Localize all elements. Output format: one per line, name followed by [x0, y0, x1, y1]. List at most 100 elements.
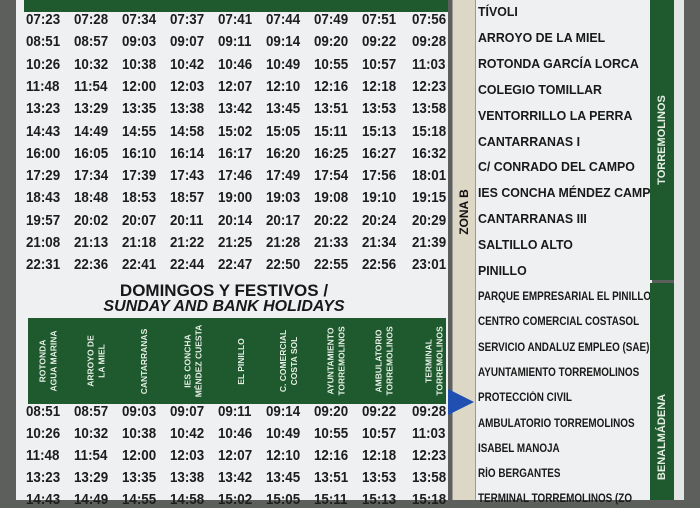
time-cell: 10:42 — [170, 426, 205, 442]
time-cell: 13:45 — [266, 101, 301, 118]
time-cell: 15:13 — [362, 123, 397, 140]
time-cell: 22:44 — [170, 257, 205, 274]
time-cell: 10:49 — [266, 426, 301, 442]
time-cell: 14:58 — [170, 123, 205, 140]
current-stop-marker-icon — [448, 389, 474, 415]
time-cell: 13:42 — [218, 470, 253, 486]
stop-name: COLEGIO TOMILLAR — [478, 81, 602, 97]
stop-name: VENTORRILLO LA PERRA — [478, 107, 633, 123]
time-cell: 13:42 — [218, 101, 253, 118]
time-cell: 20:14 — [218, 212, 253, 229]
time-cell: 13:35 — [122, 101, 157, 118]
stop-name: PARQUE EMPRESARIAL EL PINILLO — [478, 291, 652, 303]
stop-name: ARROYO DE LA MIEL — [478, 29, 606, 45]
time-cell: 16:14 — [170, 145, 205, 162]
time-cell: 12:18 — [362, 448, 397, 464]
time-cell: 12:03 — [170, 78, 205, 95]
sunday-header-row: ROTONDA AGUA MARINA ARROYO DE LA MIEL CANT… — [28, 318, 446, 404]
time-cell: 10:46 — [218, 426, 253, 442]
time-cell: 16:00 — [26, 145, 61, 162]
time-cell: 18:57 — [170, 190, 205, 207]
time-cell: 13:23 — [26, 470, 61, 486]
time-cell: 14:55 — [122, 123, 157, 140]
time-cell: 10:26 — [26, 426, 61, 442]
time-cell: 17:46 — [218, 168, 253, 185]
time-cell: 20:11 — [170, 212, 204, 229]
time-cell: 10:38 — [122, 426, 157, 442]
stop-name: AMBULATORIO TORREMOLINOS — [478, 417, 635, 430]
time-cell: 08:51 — [26, 404, 61, 420]
time-cell: 10:49 — [266, 56, 301, 73]
stop-list: TÍVOLI ARROYO DE LA MIEL ROTONDA GARCÍA LO… — [476, 0, 668, 505]
time-cell: 07:49 — [314, 12, 349, 28]
time-cell: 09:03 — [122, 404, 157, 420]
time-cell: 14:55 — [122, 492, 157, 508]
panel-edge — [674, 0, 684, 500]
time-cell: 07:28 — [74, 12, 109, 28]
time-cell: 10:57 — [362, 56, 397, 73]
time-cell: 21:08 — [26, 235, 61, 251]
time-cell: 16:10 — [122, 145, 157, 162]
municipality-bar-torremolinos: TORREMOLINOS — [650, 0, 674, 280]
time-cell: 15:18 — [412, 492, 447, 508]
stop-name: CANTARRANAS I — [478, 133, 581, 149]
time-cell: 11:03 — [412, 426, 446, 442]
time-cell: 18:01 — [412, 168, 447, 185]
time-cell: 15:13 — [362, 492, 397, 508]
time-cell: 15:05 — [266, 492, 301, 508]
stop-header: ROTONDA AGUA MARINA — [38, 330, 60, 392]
time-cell: 09:22 — [362, 404, 397, 420]
time-cell: 10:32 — [74, 56, 109, 73]
time-cell: 12:16 — [314, 78, 349, 95]
time-cell: 22:47 — [218, 257, 253, 274]
time-cell: 07:23 — [26, 12, 61, 28]
time-cell: 17:39 — [122, 168, 157, 185]
time-cell: 11:48 — [26, 448, 60, 464]
time-cell: 09:14 — [266, 34, 301, 51]
time-cell: 12:16 — [314, 448, 349, 464]
stop-name: ROTONDA GARCÍA LORCA — [478, 55, 639, 71]
zone-label: ZONA B — [456, 189, 471, 235]
time-cell: 11:54 — [74, 448, 108, 464]
time-cell: 19:57 — [26, 212, 61, 229]
time-cell: 21:28 — [266, 235, 301, 251]
time-cell: 13:51 — [314, 101, 349, 118]
time-cell: 15:02 — [218, 123, 253, 140]
time-cell: 12:23 — [412, 448, 447, 464]
time-cell: 13:29 — [74, 101, 109, 118]
time-cell: 19:08 — [314, 190, 349, 207]
stop-header: AYUNTAMIENTO TORREMOLINOS — [326, 326, 348, 396]
stop-header: CANTARRANAS — [139, 328, 150, 394]
time-cell: 13:45 — [266, 470, 301, 486]
time-cell: 10:38 — [122, 56, 157, 73]
time-cell: 21:25 — [218, 235, 253, 251]
time-cell: 20:07 — [122, 212, 157, 229]
time-cell: 17:43 — [170, 168, 205, 185]
time-cell: 18:43 — [26, 190, 61, 207]
stop-name: SERVICIO ANDALUZ EMPLEO (SAE) — [478, 341, 650, 354]
time-cell: 17:29 — [26, 168, 61, 185]
time-cell: 14:43 — [26, 492, 61, 508]
time-cell: 20:02 — [74, 212, 109, 229]
stop-header: C. COMERCIAL COSTA SOL — [278, 329, 299, 393]
time-cell: 15:05 — [266, 123, 301, 140]
time-cell: 12:07 — [218, 448, 253, 464]
time-cell: 10:42 — [170, 56, 205, 73]
time-cell: 09:28 — [412, 404, 447, 420]
time-cell: 20:22 — [314, 212, 349, 229]
time-cell: 17:49 — [266, 168, 301, 185]
time-cell: 07:34 — [122, 12, 157, 28]
time-cell: 11:48 — [26, 78, 60, 95]
time-cell: 10:57 — [362, 426, 397, 442]
time-cell: 18:53 — [122, 190, 157, 207]
time-cell: 20:17 — [266, 212, 301, 229]
stop-header: ARROYO DE LA MIEL — [86, 335, 108, 387]
time-cell: 15:11 — [314, 492, 348, 508]
stop-header: EL PINILLO — [235, 337, 246, 385]
time-cell: 19:15 — [412, 190, 447, 207]
time-cell: 22:50 — [266, 257, 301, 274]
time-cell: 08:57 — [74, 34, 109, 51]
stop-name: ISABEL MANOJA — [478, 442, 560, 455]
stop-name: AYUNTAMIENTO TORREMOLINOS — [478, 366, 640, 379]
time-cell: 21:13 — [74, 235, 109, 251]
